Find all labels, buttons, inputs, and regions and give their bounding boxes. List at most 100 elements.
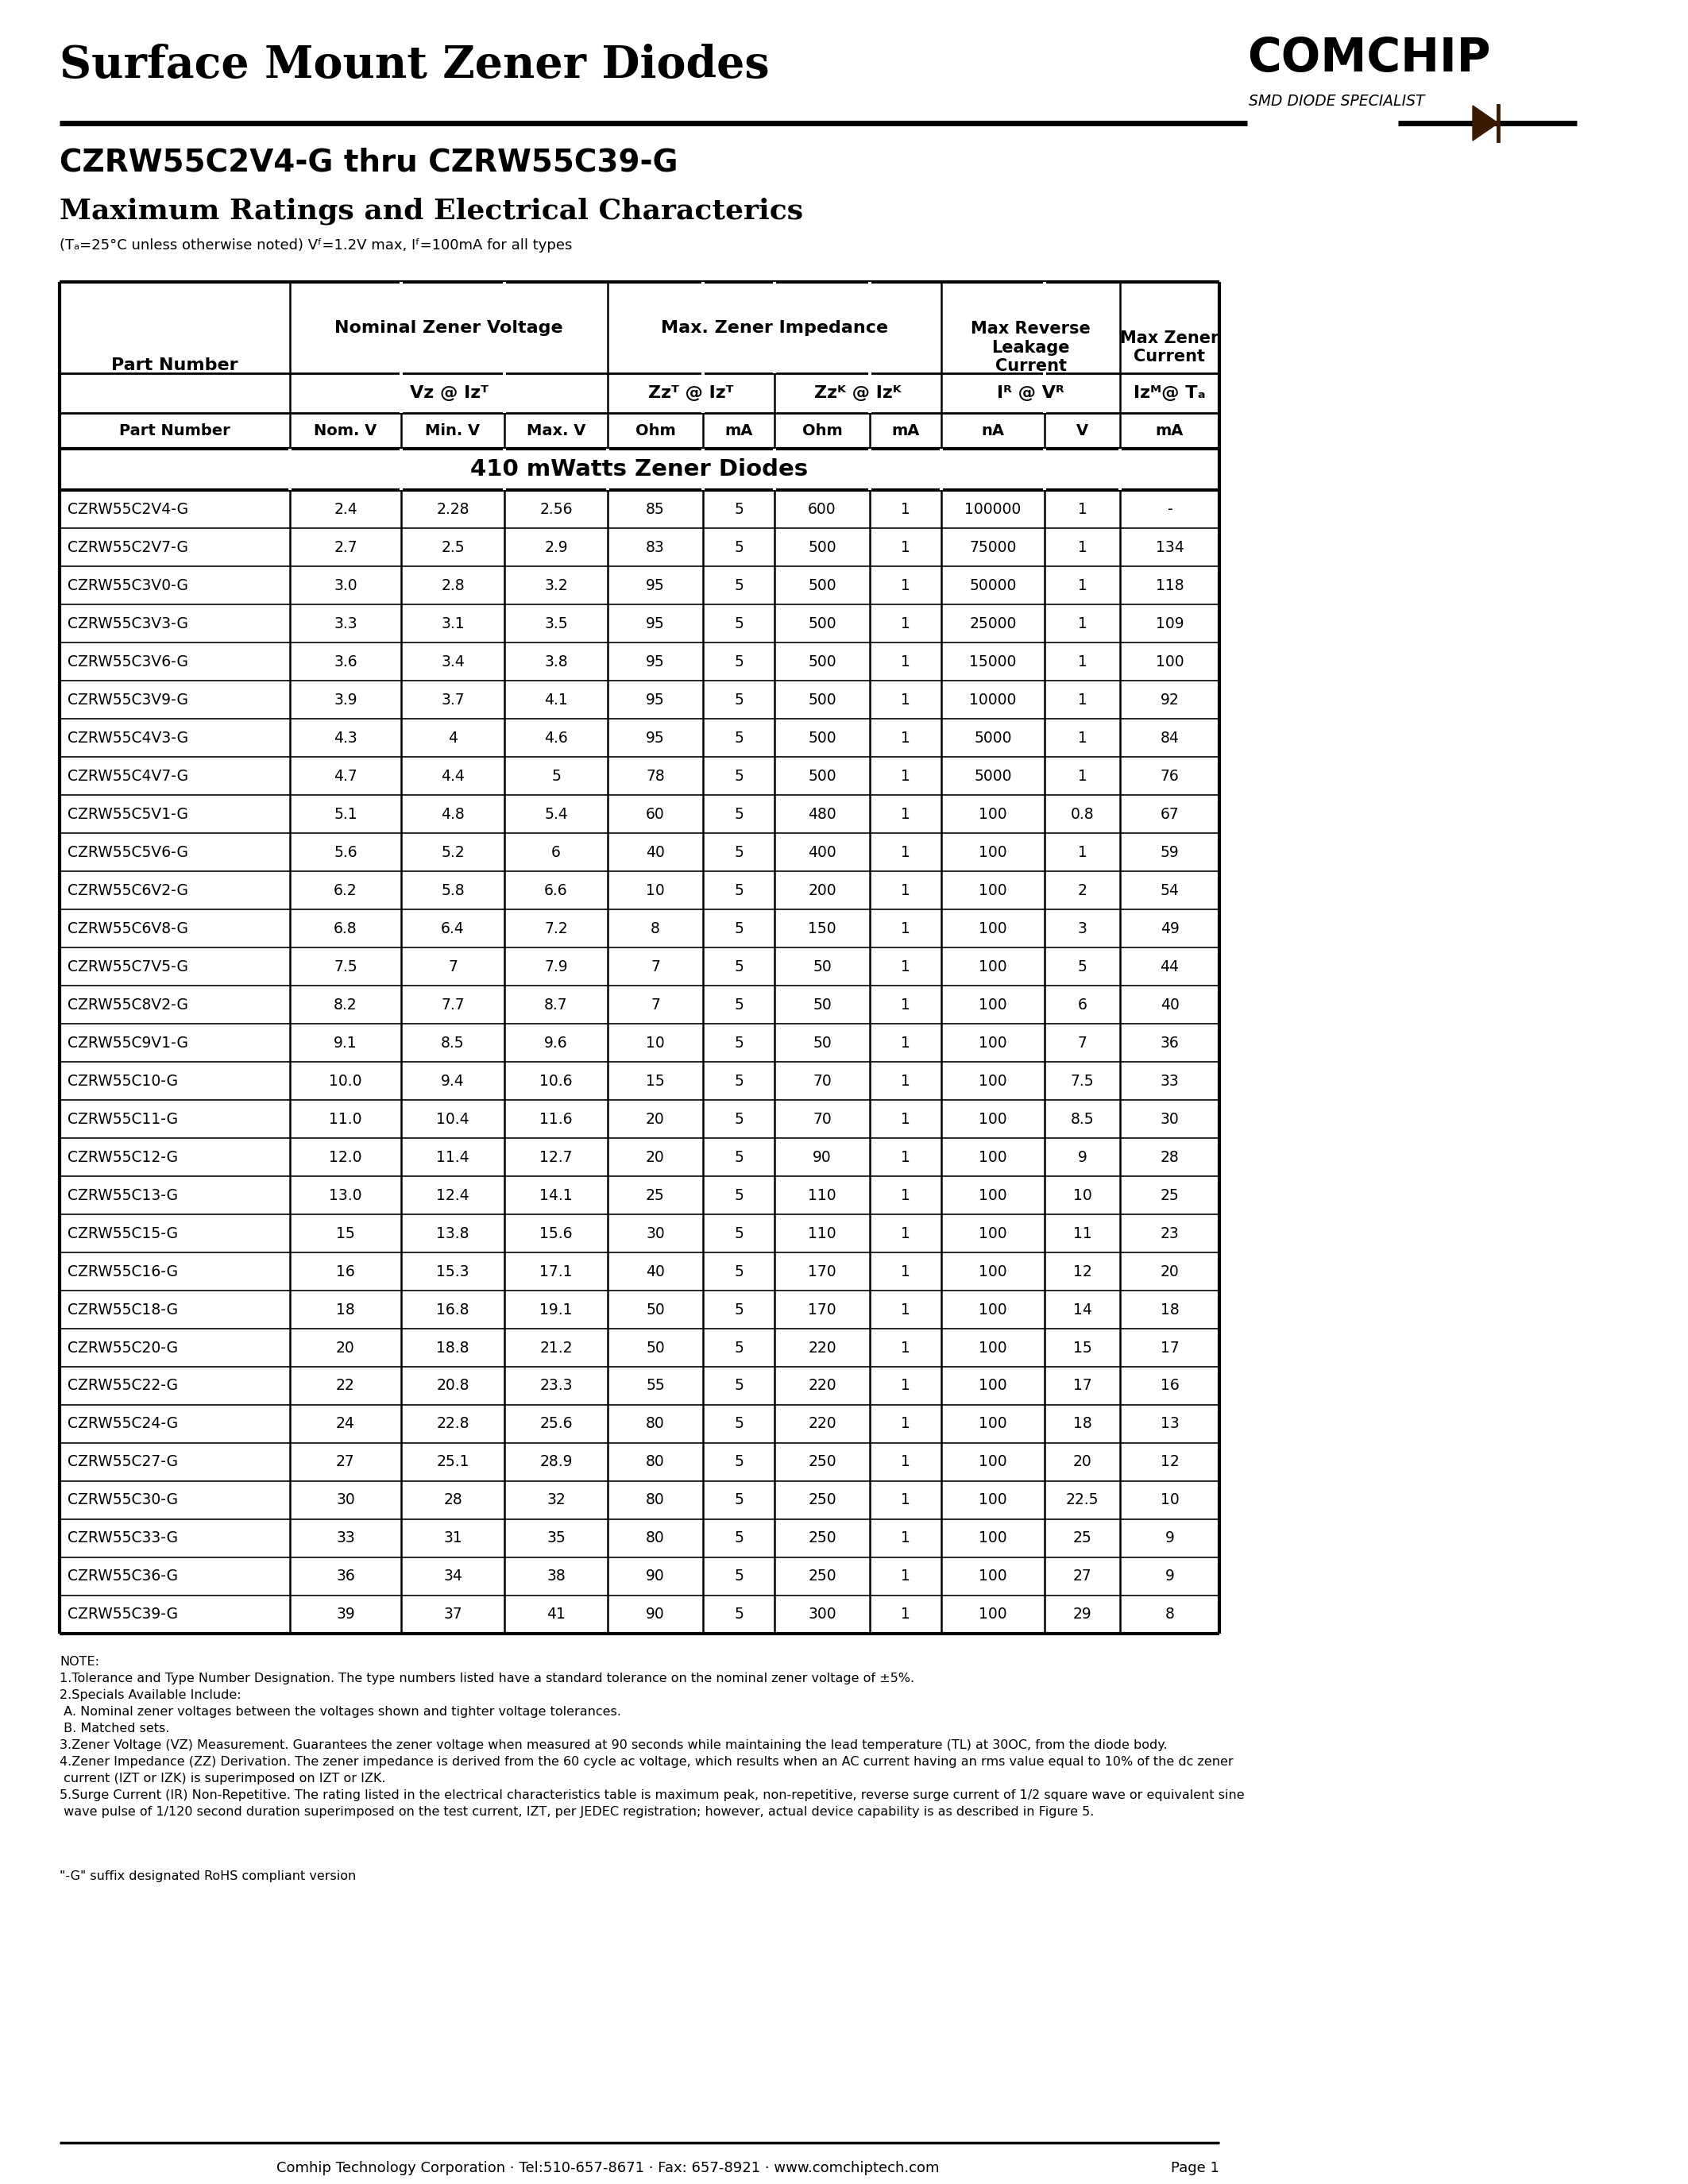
Text: 5: 5	[734, 1455, 743, 1470]
Text: 1: 1	[1077, 845, 1087, 860]
Bar	[400, 282, 403, 373]
Text: NOTE:: NOTE:	[59, 1655, 100, 1669]
Text: CZRW55C30-G: CZRW55C30-G	[68, 1492, 177, 1507]
Text: 50: 50	[812, 1035, 832, 1051]
Text: 33: 33	[336, 1531, 354, 1546]
Text: 27: 27	[1074, 1568, 1092, 1583]
Text: 40: 40	[647, 845, 665, 860]
Text: 109: 109	[1156, 616, 1183, 631]
Text: 1: 1	[901, 1072, 910, 1088]
Text: 3.5: 3.5	[544, 616, 567, 631]
Text: Surface Mount Zener Diodes: Surface Mount Zener Diodes	[59, 44, 770, 87]
Text: 19.1: 19.1	[540, 1302, 572, 1317]
Text: 1: 1	[1077, 616, 1087, 631]
Text: 4.Zener Impedance (ZZ) Derivation. The zener impedance is derived from the 60 cy: 4.Zener Impedance (ZZ) Derivation. The z…	[59, 1756, 1234, 1767]
Text: 8.5: 8.5	[1070, 1112, 1094, 1127]
Text: 100: 100	[979, 998, 1008, 1011]
Text: 200: 200	[809, 882, 836, 898]
Text: 5.2: 5.2	[441, 845, 464, 860]
Text: 34: 34	[444, 1568, 463, 1583]
Text: 4.1: 4.1	[544, 692, 567, 708]
Text: 2.4: 2.4	[334, 502, 358, 518]
Text: 220: 220	[809, 1378, 836, 1393]
Text: CZRW55C4V7-G: CZRW55C4V7-G	[68, 769, 189, 784]
Text: 5.4: 5.4	[544, 806, 567, 821]
Text: CZRW55C8V2-G: CZRW55C8V2-G	[68, 998, 189, 1011]
Bar	[702, 448, 704, 489]
Text: 5: 5	[734, 1302, 743, 1317]
Text: 170: 170	[809, 1265, 836, 1280]
Text: 1: 1	[901, 539, 910, 555]
Text: 70: 70	[812, 1112, 832, 1127]
Text: 15.3: 15.3	[436, 1265, 469, 1280]
Polygon shape	[1472, 105, 1499, 140]
Text: 2.9: 2.9	[544, 539, 567, 555]
Text: SMD DIODE SPECIALIST: SMD DIODE SPECIALIST	[1249, 94, 1425, 109]
Text: 5.Surge Current (IR) Non-Repetitive. The rating listed in the electrical charact: 5.Surge Current (IR) Non-Repetitive. The…	[59, 1789, 1244, 1802]
Text: 2.56: 2.56	[540, 502, 572, 518]
Text: 49: 49	[1160, 922, 1180, 937]
Text: 100: 100	[979, 1455, 1008, 1470]
Text: 220: 220	[809, 1417, 836, 1431]
Text: CZRW55C39-G: CZRW55C39-G	[68, 1607, 177, 1623]
Text: 110: 110	[809, 1225, 836, 1241]
Text: 20: 20	[1074, 1455, 1092, 1470]
Text: 500: 500	[809, 729, 836, 745]
Text: 14.1: 14.1	[540, 1188, 572, 1203]
Text: 5: 5	[734, 1225, 743, 1241]
Text: 95: 95	[647, 579, 665, 592]
Text: 16: 16	[336, 1265, 354, 1280]
Text: 18: 18	[336, 1302, 354, 1317]
Text: 5: 5	[734, 692, 743, 708]
Text: 7: 7	[447, 959, 457, 974]
Text: 17.1: 17.1	[540, 1265, 572, 1280]
Text: 32: 32	[547, 1492, 565, 1507]
Text: 20: 20	[1160, 1265, 1180, 1280]
Text: 80: 80	[647, 1417, 665, 1431]
Text: 7.7: 7.7	[441, 998, 464, 1011]
Text: 100: 100	[979, 1492, 1008, 1507]
Text: 100: 100	[979, 806, 1008, 821]
Text: CZRW55C3V3-G: CZRW55C3V3-G	[68, 616, 189, 631]
Text: 5: 5	[734, 845, 743, 860]
Text: Max. Zener Impedance: Max. Zener Impedance	[662, 319, 888, 336]
Text: 5.6: 5.6	[334, 845, 358, 860]
Text: 11.0: 11.0	[329, 1112, 361, 1127]
Text: 0.8: 0.8	[1070, 806, 1094, 821]
Text: 150: 150	[809, 922, 836, 937]
Text: 250: 250	[809, 1455, 836, 1470]
Text: CZRW55C3V6-G: CZRW55C3V6-G	[68, 653, 189, 668]
Text: 500: 500	[809, 579, 836, 592]
Text: 76: 76	[1160, 769, 1180, 784]
Text: 22.5: 22.5	[1065, 1492, 1099, 1507]
Text: 100000: 100000	[964, 502, 1021, 518]
Text: CZRW55C22-G: CZRW55C22-G	[68, 1378, 177, 1393]
Text: 5: 5	[734, 1378, 743, 1393]
Text: 5: 5	[734, 539, 743, 555]
Text: 8.5: 8.5	[441, 1035, 464, 1051]
Text: 80: 80	[647, 1492, 665, 1507]
Text: 1: 1	[901, 692, 910, 708]
Text: 1: 1	[1077, 692, 1087, 708]
Text: 41: 41	[547, 1607, 565, 1623]
Text: 400: 400	[809, 845, 836, 860]
Text: 7.9: 7.9	[544, 959, 567, 974]
Text: 1: 1	[901, 998, 910, 1011]
Text: 6: 6	[1077, 998, 1087, 1011]
Text: 1: 1	[901, 1568, 910, 1583]
Text: 7: 7	[650, 998, 660, 1011]
Text: 15: 15	[336, 1225, 354, 1241]
Bar	[400, 373, 403, 413]
Text: 100: 100	[979, 959, 1008, 974]
Text: 134: 134	[1156, 539, 1183, 555]
Text: 100: 100	[979, 1302, 1008, 1317]
Text: 1: 1	[901, 1302, 910, 1317]
Text: 500: 500	[809, 692, 836, 708]
Text: 2.28: 2.28	[436, 502, 469, 518]
Text: CZRW55C6V8-G: CZRW55C6V8-G	[68, 922, 189, 937]
Text: 23.3: 23.3	[540, 1378, 572, 1393]
Text: 95: 95	[647, 653, 665, 668]
Bar	[503, 373, 506, 413]
Text: 5: 5	[734, 959, 743, 974]
Text: 4.8: 4.8	[441, 806, 464, 821]
